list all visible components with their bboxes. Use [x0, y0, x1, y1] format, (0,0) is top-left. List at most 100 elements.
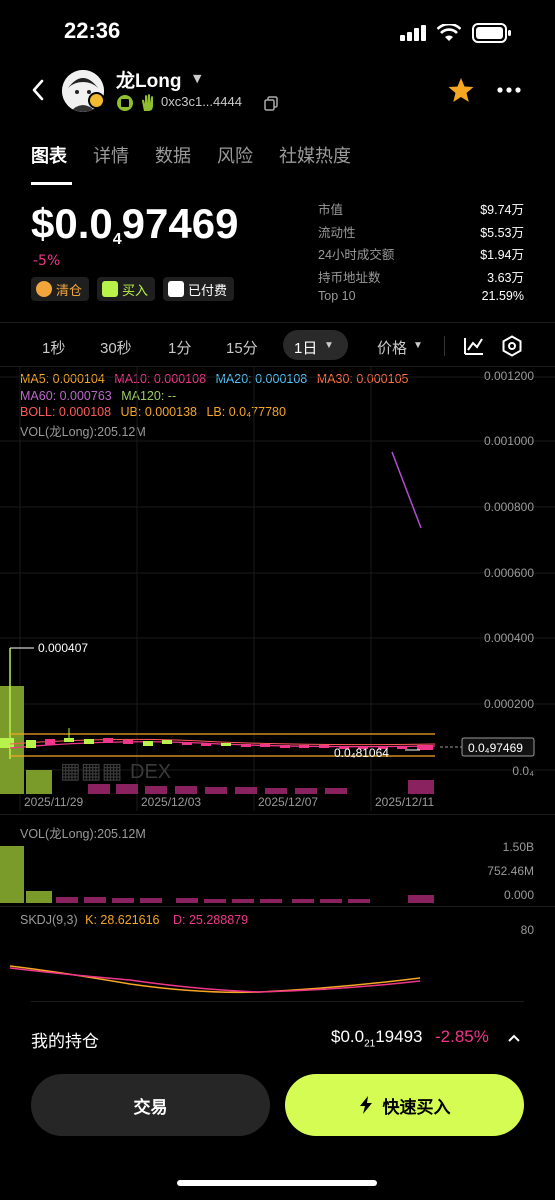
ma60-label: MA60: 0.000763 — [20, 389, 112, 403]
stat-24h-volume: 24小时成交额 $1.94万 — [318, 248, 524, 262]
tf-30s[interactable]: 30秒 — [100, 340, 132, 357]
indicator-icon[interactable] — [463, 336, 485, 356]
tf-15m[interactable]: 15分 — [226, 340, 258, 357]
position-label: 我的持仓 — [31, 1032, 99, 1051]
volume-chart[interactable]: 1.50B 752.46M 0.000 — [0, 815, 555, 905]
svg-text:0.000600: 0.000600 — [484, 566, 534, 580]
skdj-panel-divider — [0, 906, 555, 907]
wifi-icon — [437, 24, 461, 41]
okx-watermark: ▦▦▦ — [60, 758, 122, 783]
badge-paid[interactable]: 已付费 — [163, 277, 235, 301]
back-icon[interactable] — [30, 79, 46, 101]
vol-y-axis: 1.50B 752.46M 0.000 — [487, 840, 534, 902]
tf-dropdown-icon[interactable]: ▼ — [324, 340, 334, 351]
quick-buy-button[interactable]: 快速买入 — [285, 1074, 524, 1136]
sell-all-icon — [36, 281, 52, 297]
battery-icon — [472, 23, 511, 43]
stat-holders: 持币地址数 3.63万 — [318, 270, 524, 285]
ma-legend-row2: MA60: 0.000763 MA120: -- — [20, 389, 176, 403]
lb-label: LB: 0.0₄77780 — [206, 405, 286, 419]
position-value: $0.02119493 — [331, 1027, 423, 1050]
candles — [26, 728, 433, 750]
home-indicator — [177, 1180, 377, 1186]
skdj-d-line — [9, 967, 421, 993]
token-name[interactable]: 龙Long — [116, 71, 182, 92]
position-change: -2.85% — [435, 1027, 489, 1046]
ma30-label: MA30: 0.000105 — [316, 372, 409, 386]
badges: 清仓 买入 已付费 — [31, 277, 235, 301]
chart-top-divider — [0, 366, 555, 367]
position-divider — [31, 1001, 524, 1002]
badge-buy[interactable]: 买入 — [97, 277, 156, 301]
timeframe-bar: 1秒 30秒 1分 15分 1日 ▼ 价格 ▼ — [0, 330, 555, 362]
stat-market-cap: 市值 $9.74万 — [318, 203, 524, 217]
favorite-star-icon[interactable] — [447, 77, 475, 103]
contract-address: 0xc3c1...4444 — [161, 94, 242, 109]
price-y-axis: 0.001200 0.001000 0.000800 0.000600 0.00… — [484, 369, 534, 778]
skdj-d: D: 25.288879 — [173, 913, 249, 927]
skdj-chart[interactable]: 80 — [0, 906, 555, 996]
svg-text:0.000800: 0.000800 — [484, 500, 534, 514]
status-time: 22:36 — [64, 18, 121, 43]
lightning-icon — [359, 1096, 372, 1114]
chart-settings-icon[interactable] — [501, 335, 523, 357]
svg-text:752.46M: 752.46M — [487, 864, 534, 878]
signal-icon — [400, 25, 426, 41]
svg-text:2025/11/29: 2025/11/29 — [24, 795, 83, 809]
svg-text:2025/12/11: 2025/12/11 — [375, 795, 434, 809]
tab-chart[interactable]: 图表 — [31, 146, 67, 166]
trade-button[interactable]: 交易 — [31, 1074, 270, 1136]
ma5-label: MA5: 0.000104 — [20, 372, 105, 386]
tab-risk[interactable]: 风险 — [217, 146, 253, 166]
stat-top10: Top 10 21.59% — [318, 289, 524, 303]
tab-active-underline — [31, 182, 72, 185]
svg-text:0.0₄: 0.0₄ — [512, 764, 534, 778]
skdj-y-tick: 80 — [521, 923, 535, 937]
status-bar: 22:36 — [0, 0, 555, 62]
paid-shield-icon — [168, 281, 185, 297]
tab-social[interactable]: 社媒热度 — [279, 146, 351, 166]
ub-label: UB: 0.000138 — [120, 405, 197, 419]
ma20-label: MA20: 0.000108 — [215, 372, 308, 386]
badge-sell-all[interactable]: 清仓 — [31, 277, 90, 301]
timeframe-active-pill — [283, 330, 348, 360]
more-icon[interactable] — [496, 86, 522, 94]
current-price: $0.0497469 — [31, 200, 239, 248]
bnb-chain-icon — [88, 92, 105, 109]
token-dropdown-icon[interactable]: ▼ — [193, 72, 202, 85]
candlestick-chart[interactable]: ▦▦▦ DEX 0.000407 0.0₄81064 0.0₄97469 — [0, 366, 555, 811]
current-price-tag — [461, 737, 535, 757]
tf-separator — [444, 336, 445, 356]
stat-liquidity: 流动性 $5.53万 — [318, 225, 524, 240]
expand-up-icon[interactable] — [507, 1033, 521, 1043]
svg-text:0.000400: 0.000400 — [484, 631, 534, 645]
tab-data[interactable]: 数据 — [155, 146, 191, 166]
tf-1s[interactable]: 1秒 — [42, 340, 66, 357]
token-stats: 市值 $9.74万 流动性 $5.53万 24小时成交额 $1.94万 持币地址数 3.… — [318, 199, 524, 312]
boll-legend: BOLL: 0.000108 UB: 0.000138 LB: 0.0₄7778… — [20, 405, 286, 419]
svg-text:0.000: 0.000 — [504, 888, 534, 902]
avatar-illustration-icon — [62, 70, 104, 112]
ma120-label: MA120: -- — [121, 389, 177, 403]
main-tabs: 图表 详情 数据 风险 社媒热度 — [31, 142, 351, 168]
boll-label: BOLL: 0.000108 — [20, 405, 112, 419]
tf-1d[interactable]: 1日 — [294, 340, 318, 357]
svg-text:0.0₄97469: 0.0₄97469 — [468, 741, 523, 755]
svg-text:2025/12/03: 2025/12/03 — [141, 795, 201, 809]
tf-1m[interactable]: 1分 — [168, 340, 192, 357]
tab-details[interactable]: 详情 — [93, 146, 129, 166]
skdj-legend: SKDJ(9,3) K: 28.621616 D: 25.288879 — [20, 913, 248, 927]
buy-bag-icon — [102, 281, 119, 297]
section-divider — [0, 322, 555, 323]
price-type-dropdown[interactable]: 价格 — [377, 340, 408, 357]
price-change: -5% — [33, 253, 61, 269]
date-axis: 2025/11/29 2025/12/03 2025/12/07 2025/12… — [24, 795, 434, 809]
vol-legend-main: VOL(龙Long):205.12M — [20, 425, 146, 439]
svg-text:0.000200: 0.000200 — [484, 697, 534, 711]
copy-icon[interactable] — [264, 96, 278, 111]
skdj-k: K: 28.621616 — [85, 913, 160, 927]
price-type-caret-icon[interactable]: ▼ — [413, 340, 423, 351]
ma60-line — [391, 451, 422, 529]
hand-icon — [142, 94, 153, 111]
vol-panel-title: VOL(龙Long):205.12M — [20, 827, 146, 841]
